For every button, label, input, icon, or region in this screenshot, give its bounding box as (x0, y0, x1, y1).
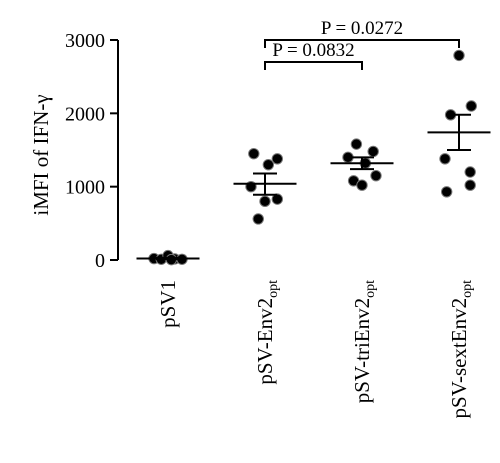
x-category-main: pSV-triEnv2 (350, 298, 374, 403)
x-category-main: pSV1 (156, 280, 180, 328)
data-point (440, 186, 453, 198)
data-point (464, 166, 476, 178)
data-point (248, 147, 260, 160)
y-tick-label: 3000 (65, 30, 105, 52)
data-group (330, 138, 394, 191)
data-point (271, 153, 284, 165)
x-axis-labels: pSV1 pSV-Env2optpSV-triEnv2optpSV-sextEnv… (156, 280, 475, 419)
significance-bracket (264, 39, 460, 48)
x-category-label: pSV-Env2opt (253, 280, 281, 385)
x-category-label: pSV1 (156, 280, 180, 328)
data-group (233, 147, 297, 225)
data-point (350, 138, 363, 150)
p-value-label: P = 0.0832 (272, 40, 354, 61)
data-point (356, 179, 368, 191)
x-category-main: pSV-sextEnv2 (447, 298, 471, 419)
data-group (136, 249, 200, 266)
x-category-label: pSV-sextEnv2opt (447, 280, 475, 419)
y-tick-label: 1000 (65, 177, 105, 199)
data-point (367, 145, 379, 158)
data-point (464, 179, 476, 191)
data-group (427, 49, 491, 198)
y-axis-label-group: iMFI of IFN-γ (29, 94, 53, 215)
y-tick-label: 2000 (65, 103, 105, 125)
significance-bracket (264, 61, 363, 70)
data-point (252, 213, 264, 225)
x-category-subscript: opt (266, 280, 281, 298)
x-category-label: pSV-triEnv2opt (350, 280, 378, 403)
p-value-label: P = 0.0272 (321, 18, 403, 39)
data-groups (136, 49, 491, 266)
y-axis: 0 1000 2000 3000 (65, 30, 119, 272)
x-category-main: pSV-Env2 (253, 298, 277, 385)
data-point (465, 100, 478, 112)
data-point (453, 49, 465, 62)
x-category-subscript: opt (363, 280, 378, 298)
x-category-subscript: opt (460, 280, 475, 298)
y-tick-label: 0 (95, 250, 105, 272)
data-point (271, 193, 284, 205)
y-axis-label: iMFI of IFN-γ (29, 94, 53, 215)
data-point (259, 195, 271, 208)
data-point (262, 158, 275, 171)
data-point (439, 153, 451, 165)
data-point (370, 169, 382, 182)
